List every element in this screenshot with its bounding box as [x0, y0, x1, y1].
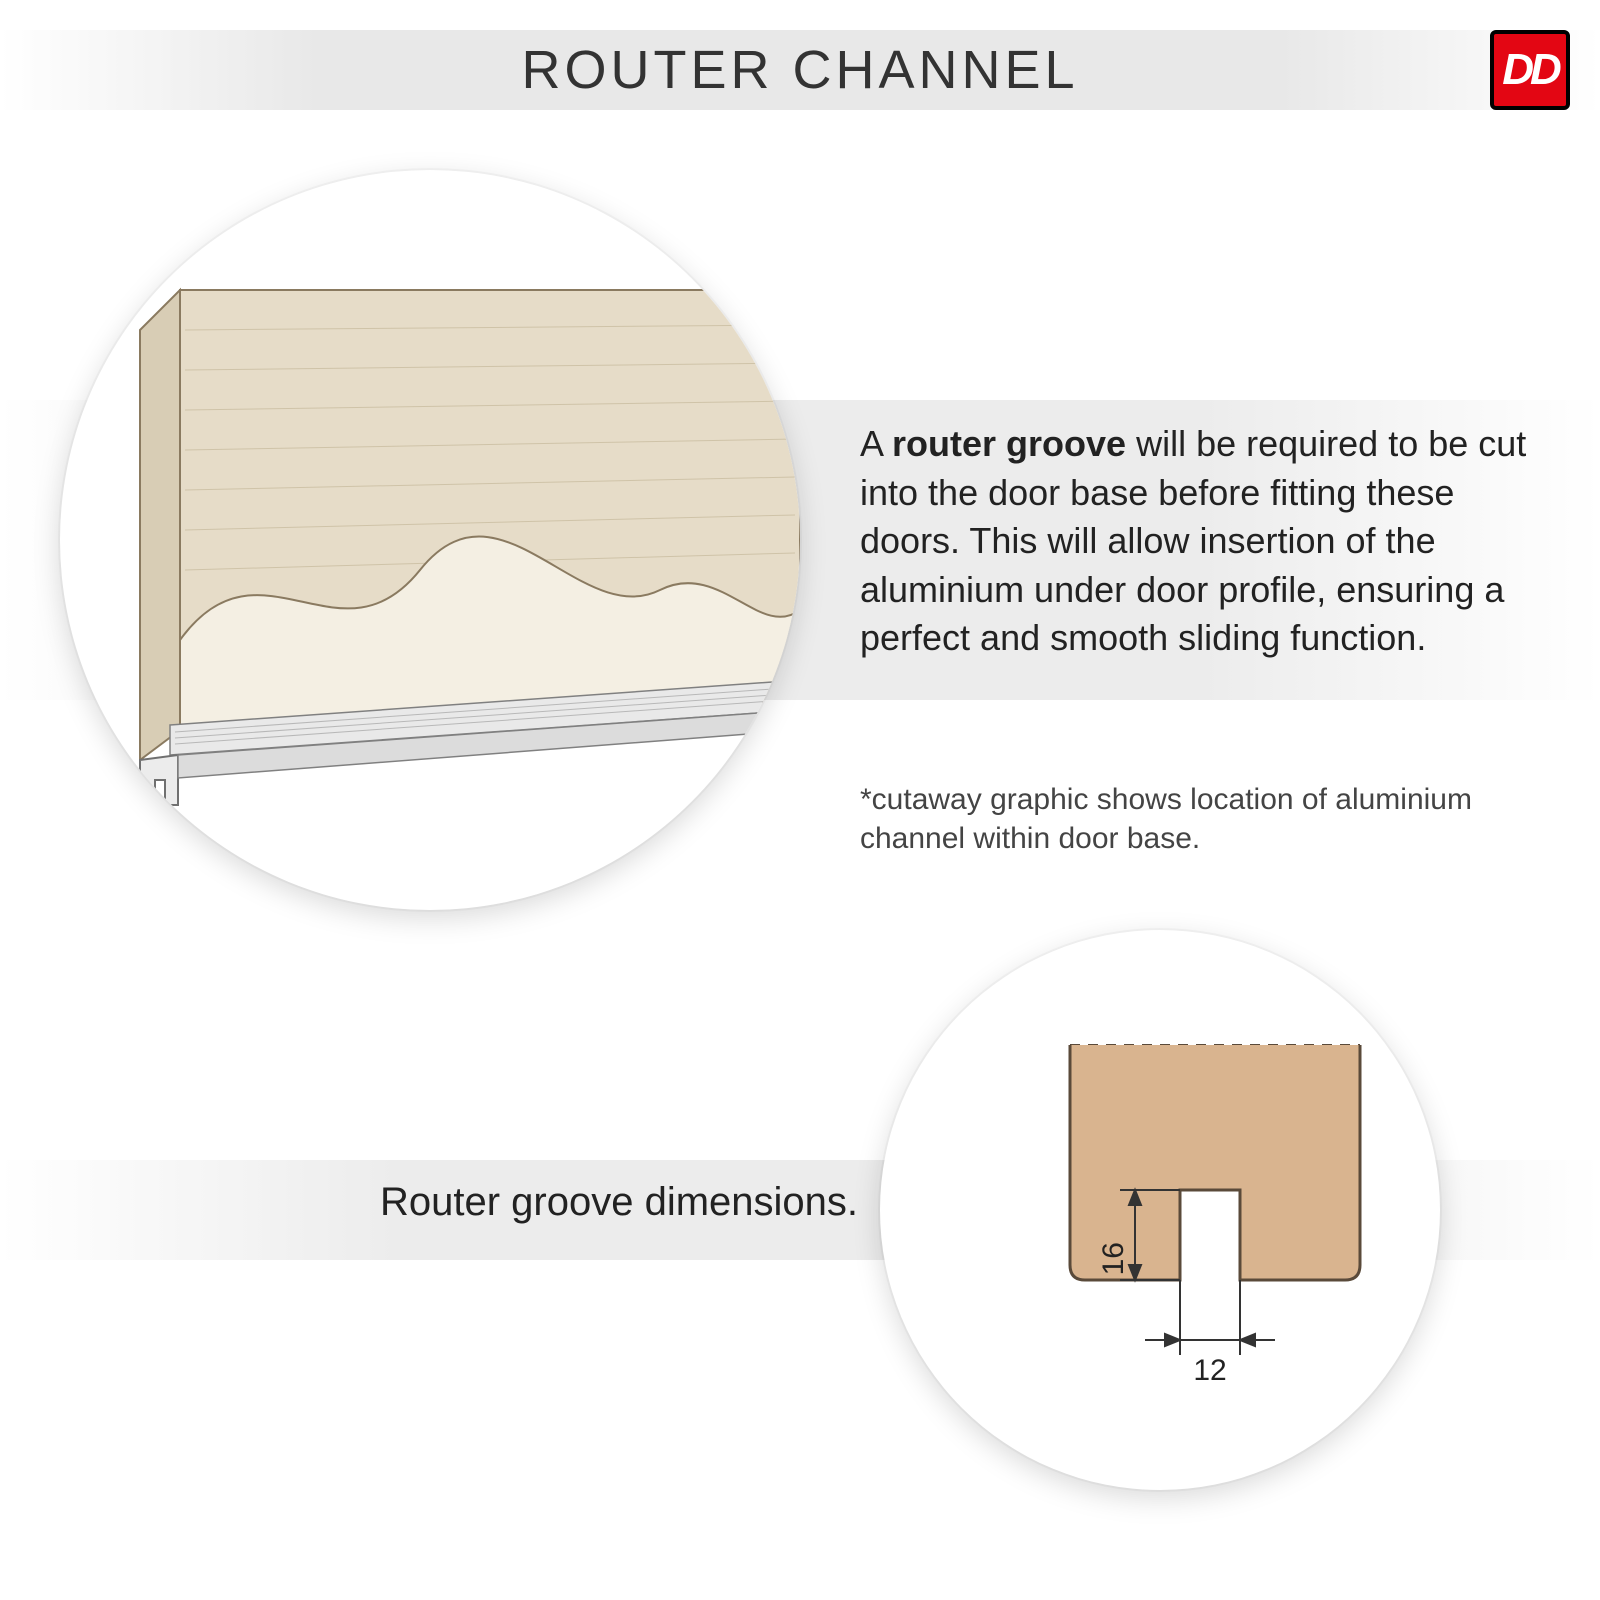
dim-depth-value: 16 — [1097, 1242, 1130, 1275]
dimensions-label: Router groove dimensions. — [380, 1180, 858, 1225]
page-title: ROUTER CHANNEL — [521, 39, 1078, 101]
door-side-face — [140, 290, 180, 760]
brand-logo: DD — [1490, 30, 1570, 110]
desc-bold: router groove — [892, 423, 1126, 464]
header-bar: ROUTER CHANNEL — [0, 30, 1600, 110]
dim-width-value: 12 — [1193, 1354, 1226, 1387]
cutaway-svg-wrap — [60, 170, 800, 910]
desc-prefix: A — [860, 423, 892, 464]
description-block: A router groove will be required to be c… — [860, 420, 1540, 663]
xsection-wrap: 16 12 — [880, 930, 1440, 1490]
alu-j-profile-end — [140, 755, 178, 805]
cutaway-illustration-circle — [60, 170, 800, 910]
cross-section-circle: 16 12 — [880, 930, 1440, 1490]
cutaway-caption: *cutaway graphic shows location of alumi… — [860, 780, 1540, 858]
brand-logo-text: DD — [1502, 45, 1558, 95]
cutaway-svg — [60, 170, 800, 910]
dim-width-group — [1145, 1280, 1275, 1355]
cross-section-svg: 16 12 — [880, 930, 1440, 1490]
